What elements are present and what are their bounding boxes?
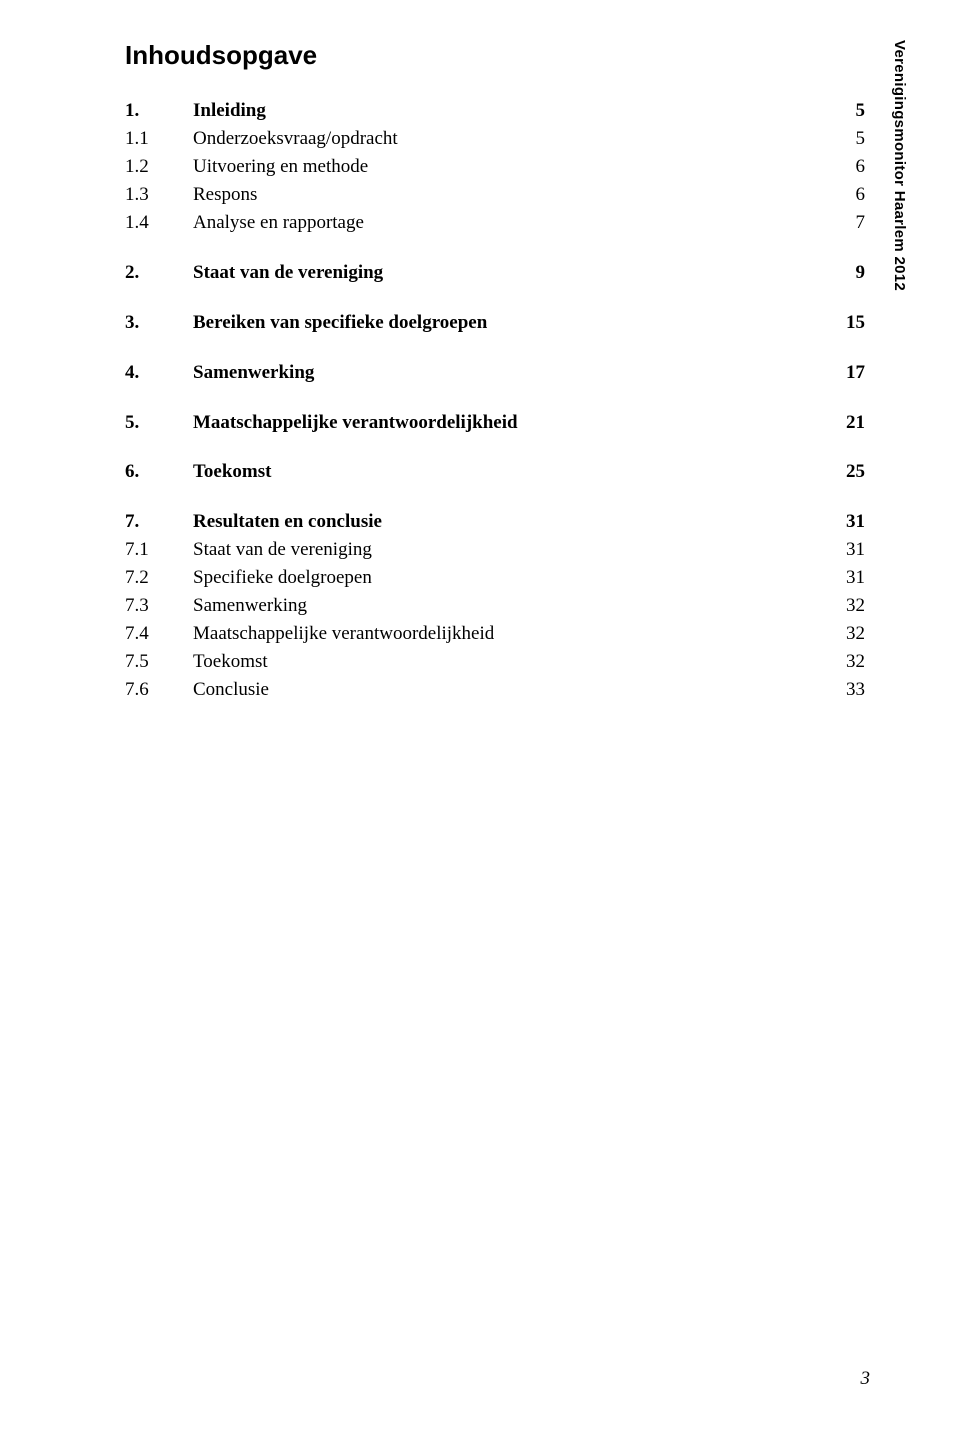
toc-entry-number: 3. <box>125 311 193 335</box>
toc-entry-label: Staat van de vereniging <box>193 261 813 285</box>
toc-entry-number: 7.3 <box>125 594 193 618</box>
toc-entry-number: 4. <box>125 361 193 385</box>
toc-entry-number: 1.4 <box>125 211 193 235</box>
toc-row: 7. Resultaten en conclusie 31 <box>125 510 865 534</box>
page: Verenigingsmonitor Haarlem 2012 Inhoudso… <box>0 0 960 1430</box>
toc-row: 1.2 Uitvoering en methode 6 <box>125 155 865 179</box>
toc-entry-label: Specifieke doelgroepen <box>193 566 813 590</box>
toc-entry-number: 1. <box>125 99 193 123</box>
toc-spacer <box>125 438 865 460</box>
toc-entry-number: 7. <box>125 510 193 534</box>
toc-entry-page: 5 <box>813 99 865 123</box>
toc-row: 7.5 Toekomst 32 <box>125 650 865 674</box>
toc-spacer <box>125 239 865 261</box>
toc-entry-page: 31 <box>813 566 865 590</box>
toc-entry-page: 31 <box>813 538 865 562</box>
toc-entry-number: 2. <box>125 261 193 285</box>
toc-entry-label: Staat van de vereniging <box>193 538 813 562</box>
toc-title: Inhoudsopgave <box>125 40 865 71</box>
toc-entry-label: Bereiken van specifieke doelgroepen <box>193 311 813 335</box>
toc-spacer <box>125 289 865 311</box>
toc-entry-number: 7.6 <box>125 678 193 702</box>
toc-entry-page: 32 <box>813 650 865 674</box>
toc-entry-number: 1.3 <box>125 183 193 207</box>
toc-entry-label: Samenwerking <box>193 594 813 618</box>
toc-entry-label: Maatschappelijke verantwoordelijkheid <box>193 622 813 646</box>
toc-entry-number: 6. <box>125 460 193 484</box>
toc-entry-label: Analyse en rapportage <box>193 211 813 235</box>
toc-spacer <box>125 389 865 411</box>
toc-row: 3. Bereiken van specifieke doelgroepen 1… <box>125 311 865 335</box>
toc-row: 1.1 Onderzoeksvraag/opdracht 5 <box>125 127 865 151</box>
toc-entry-number: 5. <box>125 411 193 435</box>
toc-entry-page: 32 <box>813 622 865 646</box>
toc-row: 1.3 Respons 6 <box>125 183 865 207</box>
toc-entry-page: 15 <box>813 311 865 335</box>
toc-entry-label: Uitvoering en methode <box>193 155 813 179</box>
toc-entry-number: 1.2 <box>125 155 193 179</box>
toc-row: 6. Toekomst 25 <box>125 460 865 484</box>
running-side-title: Verenigingsmonitor Haarlem 2012 <box>891 40 908 291</box>
toc-row: 1. Inleiding 5 <box>125 99 865 123</box>
toc-entry-label: Toekomst <box>193 650 813 674</box>
toc-entry-page: 31 <box>813 510 865 534</box>
toc-entry-label: Conclusie <box>193 678 813 702</box>
toc-entry-label: Onderzoeksvraag/opdracht <box>193 127 813 151</box>
toc-entry-label: Inleiding <box>193 99 813 123</box>
toc-entry-label: Resultaten en conclusie <box>193 510 813 534</box>
toc-entry-page: 21 <box>813 411 865 435</box>
toc-row: 7.6 Conclusie 33 <box>125 678 865 702</box>
toc-row: 7.2 Specifieke doelgroepen 31 <box>125 566 865 590</box>
toc-row: 7.1 Staat van de vereniging 31 <box>125 538 865 562</box>
toc-row: 7.3 Samenwerking 32 <box>125 594 865 618</box>
toc-entry-page: 9 <box>813 261 865 285</box>
page-number: 3 <box>861 1368 871 1390</box>
toc-row: 5. Maatschappelijke verantwoordelijkheid… <box>125 411 865 435</box>
toc-entry-page: 5 <box>813 127 865 151</box>
toc-row: 4. Samenwerking 17 <box>125 361 865 385</box>
toc-entry-page: 17 <box>813 361 865 385</box>
toc-spacer <box>125 339 865 361</box>
toc-entry-label: Maatschappelijke verantwoordelijkheid <box>193 411 813 435</box>
toc-entry-page: 7 <box>813 211 865 235</box>
toc-entry-label: Toekomst <box>193 460 813 484</box>
toc-entry-number: 1.1 <box>125 127 193 151</box>
toc-entry-page: 25 <box>813 460 865 484</box>
table-of-contents: 1. Inleiding 5 1.1 Onderzoeksvraag/opdra… <box>125 99 865 702</box>
toc-row: 2. Staat van de vereniging 9 <box>125 261 865 285</box>
toc-entry-page: 32 <box>813 594 865 618</box>
toc-entry-page: 6 <box>813 183 865 207</box>
toc-entry-number: 7.1 <box>125 538 193 562</box>
toc-row: 1.4 Analyse en rapportage 7 <box>125 211 865 235</box>
toc-entry-label: Samenwerking <box>193 361 813 385</box>
toc-entry-number: 7.4 <box>125 622 193 646</box>
toc-spacer <box>125 488 865 510</box>
toc-row: 7.4 Maatschappelijke verantwoordelijkhei… <box>125 622 865 646</box>
toc-entry-page: 6 <box>813 155 865 179</box>
toc-entry-number: 7.5 <box>125 650 193 674</box>
toc-entry-number: 7.2 <box>125 566 193 590</box>
toc-entry-page: 33 <box>813 678 865 702</box>
toc-entry-label: Respons <box>193 183 813 207</box>
